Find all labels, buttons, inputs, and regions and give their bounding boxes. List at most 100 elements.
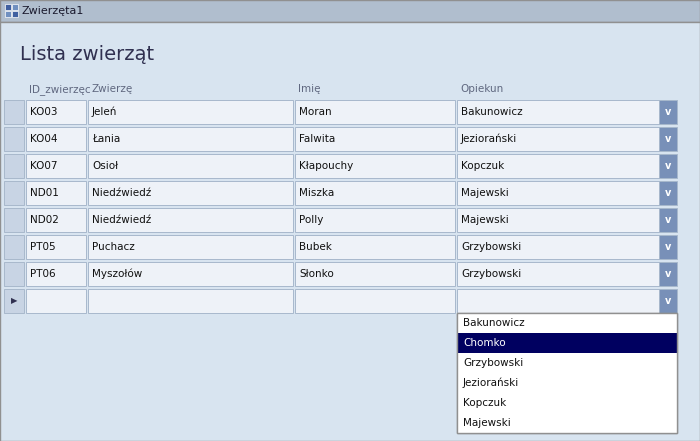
Bar [88,235,293,259]
Text: Polly: Polly [299,215,323,225]
Bar [457,127,659,151]
Bar [457,373,677,393]
Bar [457,181,659,205]
Bar [88,181,293,205]
Bar [0,0,700,22]
Bar [457,313,677,433]
Bar [295,235,455,259]
Text: ▶: ▶ [10,296,18,306]
Text: Chomko: Chomko [463,338,505,348]
Text: Niedźwiedź: Niedźwiedź [92,215,151,225]
Text: Grzybowski: Grzybowski [461,269,522,279]
Bar [4,181,24,205]
Text: Zwierzę: Zwierzę [91,84,132,94]
Text: KO07: KO07 [30,161,57,171]
Bar [659,289,677,313]
Text: Imię: Imię [298,84,321,94]
Text: PT05: PT05 [30,242,55,252]
Text: Kłapouchy: Kłapouchy [299,161,354,171]
Text: ND01: ND01 [30,188,59,198]
Text: Miszka: Miszka [299,188,335,198]
Bar [88,127,293,151]
Bar [26,154,86,178]
Bar [26,100,86,124]
Bar [4,262,24,286]
Bar [457,413,677,433]
Text: Bakunowicz: Bakunowicz [461,107,523,117]
Text: ID_zwierzęc: ID_zwierzęc [29,84,90,95]
Text: v: v [665,134,671,144]
Bar [295,181,455,205]
Text: Puchacz: Puchacz [92,242,134,252]
Bar [26,127,86,151]
Bar [457,333,677,353]
Text: Grzybowski: Grzybowski [461,242,522,252]
Text: Kopczuk: Kopczuk [463,398,506,408]
Bar [659,154,677,178]
Bar [295,154,455,178]
Bar [26,181,86,205]
Text: Jeziorański: Jeziorański [463,378,519,388]
Bar [26,235,86,259]
Bar [5,11,11,17]
Text: Falwita: Falwita [299,134,335,144]
Bar [295,100,455,124]
Bar [5,4,11,10]
Text: KO04: KO04 [30,134,57,144]
Text: ND02: ND02 [30,215,59,225]
Bar [659,100,677,124]
Text: Lista zwierząt: Lista zwierząt [20,45,154,64]
Text: Majewski: Majewski [461,188,509,198]
Bar [295,208,455,232]
Bar [457,353,677,373]
Bar [4,208,24,232]
Bar [295,289,455,313]
Bar [4,100,24,124]
Text: v: v [665,269,671,279]
Text: Bubek: Bubek [299,242,332,252]
Bar [659,127,677,151]
Bar [88,208,293,232]
Text: Myszołów: Myszołów [92,269,142,279]
Bar [457,313,677,333]
Bar [659,208,677,232]
Text: KO03: KO03 [30,107,57,117]
Bar [12,4,18,10]
Bar [88,289,293,313]
Text: v: v [665,161,671,171]
Text: Kopczuk: Kopczuk [461,161,504,171]
Bar [457,313,677,433]
Text: Zwierzęta1: Zwierzęta1 [22,6,85,16]
Bar [12,11,18,17]
Bar [4,235,24,259]
Text: v: v [665,242,671,252]
Text: PT06: PT06 [30,269,55,279]
Bar [26,208,86,232]
Bar [659,262,677,286]
Bar [88,154,293,178]
Bar [659,181,677,205]
Bar [26,262,86,286]
Text: Niedźwiedź: Niedźwiedź [92,188,151,198]
Bar [4,154,24,178]
Text: v: v [665,296,671,306]
Text: v: v [665,188,671,198]
Bar [457,262,659,286]
Text: Grzybowski: Grzybowski [463,358,524,368]
Bar [457,208,659,232]
Bar [659,235,677,259]
Bar [457,289,659,313]
Bar [88,100,293,124]
Bar [26,289,86,313]
Text: Opiekun: Opiekun [460,84,503,94]
Text: Majewski: Majewski [463,418,511,428]
Bar [4,127,24,151]
Bar [295,127,455,151]
Bar [457,235,659,259]
Bar [457,393,677,413]
Bar [295,262,455,286]
Bar [4,289,24,313]
Text: Łania: Łania [92,134,120,144]
Text: v: v [665,107,671,117]
Text: Jeziorański: Jeziorański [461,134,517,144]
